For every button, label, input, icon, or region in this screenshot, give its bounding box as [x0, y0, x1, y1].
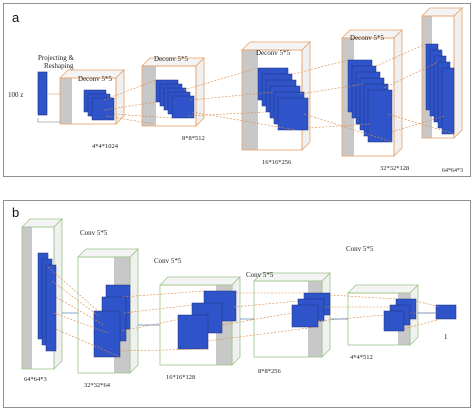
panel-b-letter: b — [12, 205, 19, 220]
conv-shape-1: 64*64*3 — [24, 376, 47, 383]
conv-shape-2: 32*32*64 — [84, 382, 111, 389]
layer-op-4: Deconv 5*5 — [350, 34, 385, 42]
feature-maps-2 — [155, 79, 195, 119]
layer-shape-1: 4*4*1024 — [92, 143, 119, 150]
panel-a: a 100 z Projecting & Reshaping Deconv 5*… — [3, 3, 471, 177]
layer-op-2: Deconv 5*5 — [154, 55, 189, 63]
conv-block-4 — [347, 284, 419, 346]
panel-a-letter: a — [12, 10, 20, 25]
conv-input-block — [21, 218, 63, 370]
feature-maps-4 — [347, 59, 393, 143]
conv-maps-2 — [177, 290, 237, 350]
deconv-network-diagram: a 100 z Projecting & Reshaping Deconv 5*… — [8, 7, 463, 174]
output-unit — [435, 304, 457, 320]
deconv-block-1 — [59, 69, 125, 125]
conv-shape-4: 8*8*256 — [258, 368, 282, 375]
connections-b — [47, 266, 441, 358]
conv-block-2 — [159, 276, 241, 366]
input-label: 100 z — [8, 91, 23, 99]
panel-b: b 64*64*3 Conv 5*5 — [3, 200, 471, 408]
deconv-block-2 — [141, 57, 205, 127]
input-vector — [37, 71, 48, 116]
flow-arrows — [62, 312, 436, 326]
input-bracket — [37, 118, 60, 123]
conv-shape-6: 1 — [444, 333, 448, 341]
conv-network-diagram: b 64*64*3 Conv 5*5 — [12, 205, 457, 389]
layer-shape-2: 8*8*512 — [182, 135, 205, 142]
output-maps — [425, 43, 455, 135]
layer-shape-3: 16*16*256 — [262, 159, 292, 166]
input-maps — [37, 252, 57, 352]
layer-op-1: Deconv 5*5 — [78, 75, 113, 83]
project-label-2: Reshaping — [44, 62, 74, 70]
conv-maps-4 — [383, 298, 417, 332]
conv-op-4: Conv 5*5 — [346, 245, 374, 253]
feature-maps-3 — [257, 67, 309, 131]
conv-shape-3: 16*16*128 — [166, 374, 195, 381]
project-label-1: Projecting & — [38, 54, 75, 62]
connections-a — [103, 43, 455, 143]
conv-maps-3 — [291, 292, 331, 328]
feature-maps-1 — [83, 89, 115, 121]
conv-op-1: Conv 5*5 — [80, 229, 108, 237]
conv-op-2: Conv 5*5 — [154, 257, 182, 265]
conv-shape-5: 4*4*512 — [350, 354, 373, 361]
conv-op-3: Conv 5*5 — [246, 271, 274, 279]
conv-block-1 — [77, 248, 139, 374]
conv-maps-1 — [93, 284, 131, 358]
deconv-block-3 — [241, 41, 311, 151]
layer-shape-5: 64*64*3 — [442, 168, 463, 174]
deconv-block-4 — [341, 29, 403, 157]
layer-shape-4: 32*32*128 — [380, 165, 409, 172]
layer-op-3: Deconv 5*5 — [256, 49, 291, 57]
conv-block-3 — [253, 272, 331, 358]
output-block — [421, 7, 463, 139]
